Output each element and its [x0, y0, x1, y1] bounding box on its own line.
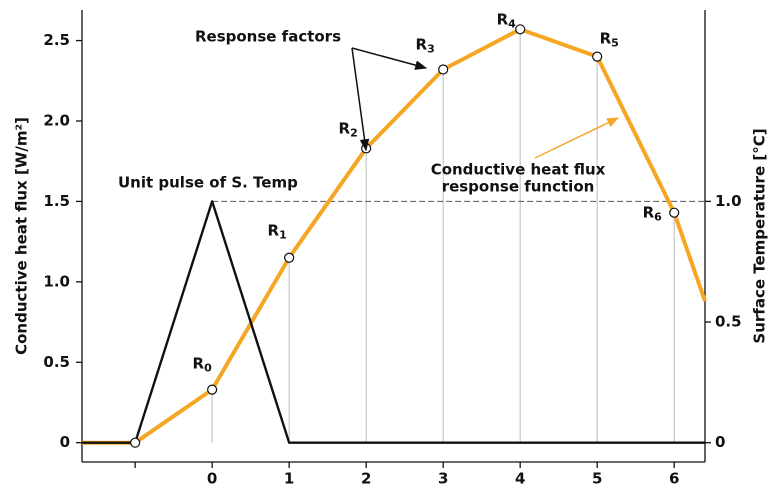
- y-tick-label: 2.0: [43, 111, 70, 129]
- x-tick-label: 1: [284, 470, 294, 488]
- point-label: R2: [339, 119, 358, 140]
- arrow: [534, 117, 620, 159]
- point-label: R6: [643, 203, 663, 224]
- x-tick-label: 5: [592, 470, 602, 488]
- y2-tick-label: 1.0: [715, 192, 742, 210]
- point-label-sub: 0: [204, 362, 212, 375]
- point-label-text: R: [193, 354, 205, 372]
- data-point: [592, 51, 603, 62]
- point-label-text: R: [600, 29, 612, 47]
- arrow: [351, 47, 370, 152]
- point-label: R1: [268, 221, 287, 242]
- data-point: [669, 207, 680, 218]
- annotation: Response factors: [195, 28, 341, 46]
- data-point: [130, 437, 141, 448]
- point-label-text: R: [339, 119, 351, 137]
- point-label-sub: 2: [350, 126, 358, 139]
- y-tick-label: 1.5: [43, 192, 70, 210]
- y-tick-label: 2.5: [43, 31, 70, 49]
- point-label-sub: 1: [279, 229, 287, 242]
- y-tick-label: 1.0: [43, 272, 70, 290]
- point-label-text: R: [268, 221, 280, 239]
- line-series: [82, 27, 707, 445]
- y-tick-label: 0.5: [43, 353, 70, 371]
- point-label-sub: 3: [427, 43, 435, 56]
- point-label-sub: 6: [654, 211, 662, 224]
- point-label-sub: 4: [508, 17, 516, 30]
- data-point: [438, 64, 449, 75]
- point-label: R4: [497, 10, 517, 31]
- data-point: [515, 24, 526, 35]
- point-label-sub: 5: [611, 37, 619, 50]
- y-axis-label: Conductive heat flux [W/m²]: [13, 117, 31, 355]
- x-tick-label: 4: [515, 470, 525, 488]
- x-tick-label: 2: [361, 470, 371, 488]
- annotation: Conductive heat flux: [431, 161, 606, 179]
- point-label: R0: [193, 354, 213, 375]
- y2-tick-label: 0.5: [715, 313, 742, 331]
- y2-tick-label: 0: [715, 433, 725, 451]
- data-point: [207, 384, 218, 395]
- annotation: Unit pulse of S. Temp: [118, 174, 298, 192]
- data-point: [284, 252, 295, 263]
- arrow: [351, 47, 428, 70]
- annotation: response function: [442, 178, 595, 196]
- line-series: [82, 200, 705, 444]
- x-tick-label: 0: [207, 470, 217, 488]
- point-label: R5: [600, 29, 619, 50]
- point-label: R3: [416, 35, 435, 56]
- x-tick-label: 3: [438, 470, 448, 488]
- y2-axis-label: Surface Temperature [°C]: [751, 128, 768, 343]
- point-label-text: R: [497, 10, 509, 28]
- point-label-text: R: [643, 203, 655, 221]
- y-tick-label: 0: [60, 433, 70, 451]
- x-tick-label: 6: [669, 470, 679, 488]
- point-label-text: R: [416, 35, 428, 53]
